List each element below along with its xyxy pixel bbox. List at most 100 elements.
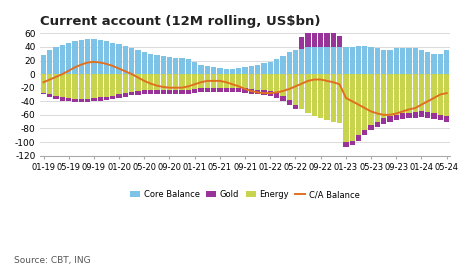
Bar [224,69,229,74]
Bar [142,74,147,90]
Bar [148,74,153,90]
Bar [318,47,323,74]
Bar [444,74,449,116]
Bar [387,74,392,116]
Bar [180,58,185,74]
Bar [79,74,84,99]
Bar [393,115,399,120]
Bar [129,92,135,95]
Text: Current account (12M rolling, US$bn): Current account (12M rolling, US$bn) [40,15,321,28]
Bar [337,36,342,47]
Bar [98,97,103,100]
Bar [60,74,65,97]
Bar [368,74,374,125]
Bar [431,54,437,74]
Bar [117,74,122,95]
Bar [135,91,141,95]
Bar [186,59,191,74]
Bar [362,46,367,74]
Bar [104,42,109,74]
Bar [54,74,59,96]
Bar [330,74,336,122]
Bar [135,50,141,74]
Bar [343,47,348,74]
Bar [54,96,59,99]
Bar [47,95,53,96]
Bar [299,49,304,74]
Bar [123,93,128,96]
Bar [117,95,122,98]
Bar [438,74,443,115]
Bar [192,74,197,89]
Bar [274,74,279,93]
Bar [312,27,317,47]
Bar [368,125,374,131]
Bar [268,74,273,91]
Bar [261,63,267,74]
Bar [330,47,336,74]
Bar [406,113,411,118]
Bar [79,99,84,102]
Legend: Core Balance, Gold, Energy, C/A Balance: Core Balance, Gold, Energy, C/A Balance [127,187,363,202]
Bar [73,74,78,99]
Bar [110,74,116,96]
Bar [393,74,399,115]
Bar [349,141,355,146]
Bar [242,67,248,74]
Bar [135,74,141,91]
Bar [236,88,241,92]
Bar [330,32,336,47]
Bar [41,74,46,93]
Bar [148,90,153,95]
Bar [117,44,122,74]
Bar [400,48,405,74]
Bar [129,48,135,74]
Bar [104,74,109,96]
Bar [261,74,267,90]
Bar [255,74,260,90]
Bar [255,90,260,95]
Bar [41,93,46,95]
Bar [349,47,355,74]
Bar [192,89,197,93]
Bar [438,54,443,74]
Bar [66,43,72,74]
Bar [173,74,179,90]
Bar [192,62,197,74]
Bar [299,37,304,49]
Bar [444,116,449,122]
Bar [268,62,273,74]
Bar [343,142,348,147]
Bar [381,50,386,74]
Bar [286,100,292,105]
Bar [161,74,166,90]
Bar [293,50,298,74]
Bar [261,90,267,95]
Bar [280,74,285,96]
Bar [375,48,380,74]
Bar [349,74,355,141]
Bar [406,74,411,113]
Bar [98,40,103,74]
Bar [205,88,210,92]
Bar [142,52,147,74]
Bar [242,88,248,93]
Bar [406,48,411,74]
Bar [381,118,386,124]
Bar [198,88,204,92]
Bar [47,74,53,95]
Bar [280,56,285,74]
Bar [425,74,430,112]
Bar [205,66,210,74]
Bar [123,74,128,93]
Bar [180,90,185,95]
Bar [180,74,185,90]
Bar [362,130,367,135]
Bar [318,25,323,47]
Bar [73,99,78,102]
Bar [318,74,323,118]
Bar [230,69,235,74]
Bar [230,88,235,92]
Bar [236,74,241,88]
Bar [148,54,153,74]
